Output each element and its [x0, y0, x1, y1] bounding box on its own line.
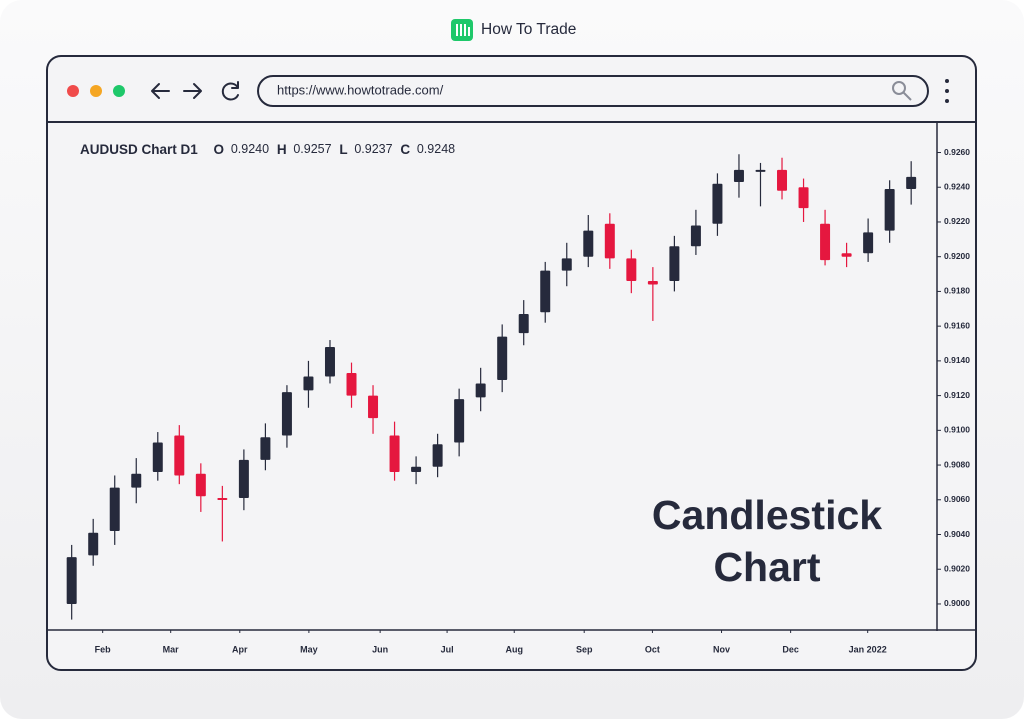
x-tick-label: Jul	[441, 644, 454, 654]
candle-body	[131, 473, 142, 488]
address-bar[interactable]	[257, 75, 929, 107]
candle-body	[238, 459, 249, 499]
ohlc-value: 0.9257	[293, 142, 331, 156]
candle-body	[411, 466, 422, 472]
candle-body	[454, 399, 465, 443]
y-tick-label: 0.9100	[944, 425, 970, 435]
x-tick-label: May	[300, 644, 318, 654]
y-tick-label: 0.9000	[944, 598, 970, 608]
x-tick-label: Aug	[505, 644, 523, 654]
candle-body	[368, 395, 379, 419]
search-icon[interactable]	[892, 81, 912, 101]
x-tick-label: Mar	[163, 644, 180, 654]
candle-body	[647, 281, 658, 285]
candle-body	[863, 232, 874, 254]
chart-header: AUDUSD Chart D1 O 0.9240 H 0.9257 L 0.92…	[80, 142, 455, 157]
candle-body	[690, 225, 701, 247]
y-tick-label: 0.9020	[944, 563, 970, 573]
candle-body	[174, 435, 185, 476]
candle-body	[346, 373, 357, 396]
candle-body	[561, 258, 572, 271]
y-tick-label: 0.9240	[944, 181, 970, 191]
candle-body	[583, 230, 594, 257]
url: https://www.howtotrade.com/	[277, 82, 444, 97]
minimize-button[interactable]	[90, 85, 102, 97]
candle-body	[195, 473, 206, 497]
candle-body	[109, 487, 120, 532]
y-tick-label: 0.9180	[944, 286, 970, 296]
y-tick-label: 0.9040	[944, 529, 970, 539]
close-button[interactable]	[67, 85, 79, 97]
candle-body	[755, 169, 766, 172]
candle-body	[777, 169, 788, 191]
candle-body	[303, 376, 314, 391]
ohlc-key: L	[339, 142, 347, 157]
y-tick-label: 0.9260	[944, 147, 970, 157]
menu-button[interactable]	[945, 79, 949, 103]
y-tick-label: 0.9120	[944, 390, 970, 400]
candle-body	[66, 557, 77, 604]
candle-body	[88, 532, 99, 556]
candle-body	[733, 169, 744, 183]
candle-body	[669, 246, 680, 282]
candle-body	[540, 270, 551, 313]
y-tick-label: 0.9140	[944, 355, 970, 365]
reload-button[interactable]	[221, 81, 239, 101]
browser-window	[46, 55, 977, 671]
y-tick-label: 0.9080	[944, 459, 970, 469]
x-tick-label: Jan 2022	[849, 644, 887, 654]
candle-body	[475, 383, 486, 398]
x-tick-label: Feb	[95, 644, 112, 654]
symbol: AUDUSD Chart D1	[80, 142, 198, 157]
candle-body	[820, 223, 831, 261]
candle-body	[281, 392, 292, 436]
ohlc-value: 0.9240	[231, 142, 269, 156]
y-tick-label: 0.9060	[944, 494, 970, 504]
y-tick-label: 0.9220	[944, 216, 970, 226]
x-tick-label: Oct	[645, 644, 660, 654]
y-tick-label: 0.9160	[944, 320, 970, 330]
candle-body	[497, 336, 508, 380]
candle-body	[798, 187, 809, 209]
candle-body	[217, 498, 228, 501]
forward-button[interactable]	[183, 83, 202, 99]
candle-body	[884, 188, 895, 231]
candle-body	[389, 435, 400, 472]
candle-body	[712, 183, 723, 224]
candle-body	[432, 444, 443, 467]
annotation: Chart	[713, 544, 820, 590]
candle-body	[260, 437, 271, 460]
x-tick-label: Jun	[372, 644, 388, 654]
plot: 0.9000 0.9020 0.9040 0.9060 0.9080 0.9100 0.91…	[66, 147, 970, 654]
candle-body	[906, 176, 917, 189]
candle-body	[324, 346, 335, 377]
candle-body	[841, 253, 852, 257]
x-tick-label: Dec	[782, 644, 799, 654]
brand-logo	[451, 19, 473, 41]
back-button[interactable]	[151, 83, 170, 99]
candle-body	[152, 442, 163, 472]
x-tick-label: Apr	[232, 644, 248, 654]
x-tick-label: Nov	[713, 644, 730, 654]
ohlc-key: O	[214, 142, 225, 157]
brand-name: How To Trade	[481, 21, 576, 38]
annotation: Candlestick	[652, 492, 882, 538]
ohlc-key: H	[277, 142, 287, 157]
maximize-button[interactable]	[113, 85, 125, 97]
ohlc-key: C	[400, 142, 410, 157]
candle-body	[626, 258, 637, 282]
ohlc-value: 0.9248	[417, 142, 455, 156]
y-tick-label: 0.9200	[944, 251, 970, 261]
candle-body	[604, 223, 615, 259]
candle-body	[518, 313, 529, 334]
x-tick-label: Sep	[576, 644, 593, 654]
ohlc-value: 0.9237	[354, 142, 392, 156]
